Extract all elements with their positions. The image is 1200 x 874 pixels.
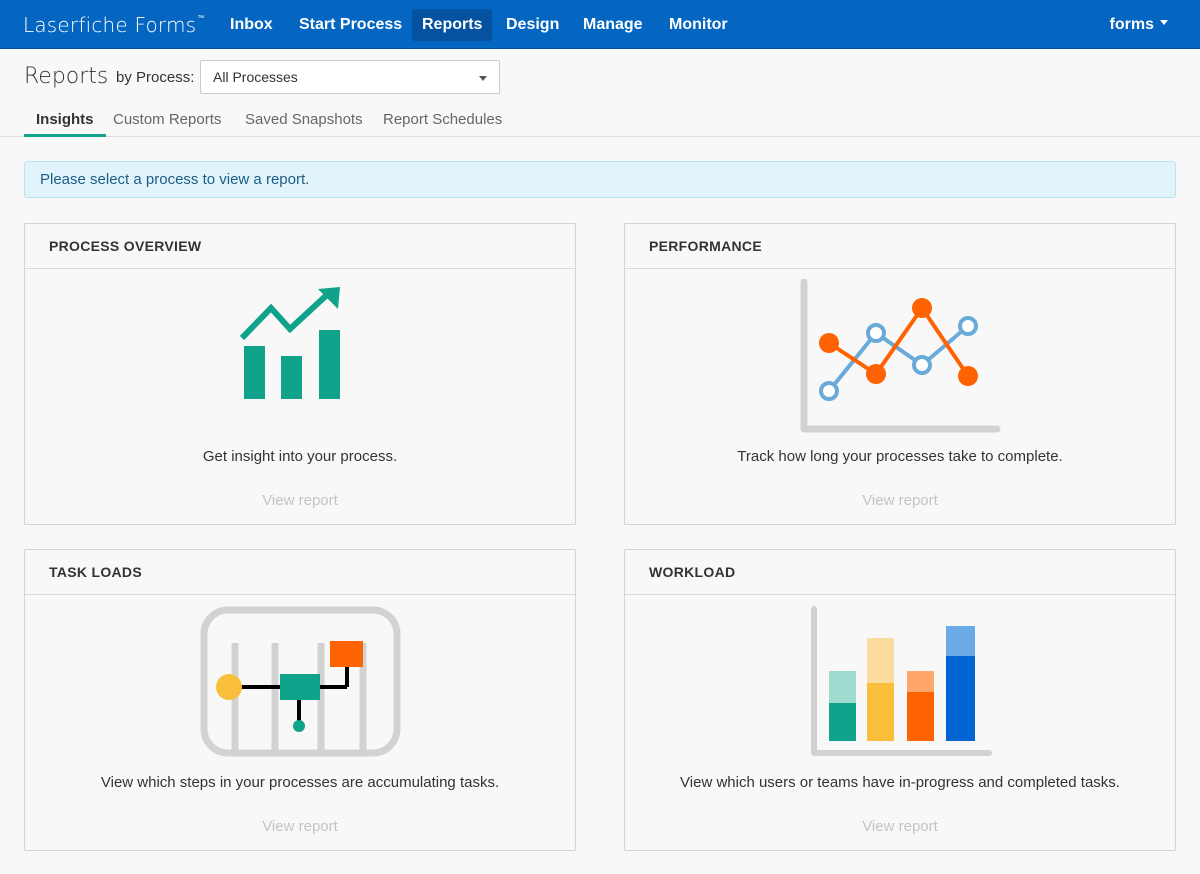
app-logo[interactable]: Laserfiche Forms™ [23, 13, 204, 37]
top-nav-bar: Laserfiche Forms™ Inbox Start Process Re… [0, 0, 1200, 49]
nav-monitor[interactable]: Monitor [669, 16, 728, 33]
tab-report-schedules[interactable]: Report Schedules [383, 111, 503, 128]
card-description: View which users or teams have in-progre… [680, 774, 1120, 791]
nav-design[interactable]: Design [506, 16, 560, 33]
card-illustration [25, 595, 575, 763]
card-task-loads: TASK LOADS View which steps in your proc… [24, 549, 576, 851]
tab-custom-reports[interactable]: Custom Reports [113, 111, 222, 128]
trend-bar-chart-icon [239, 287, 340, 399]
process-select-value: All Processes [213, 69, 298, 85]
nav-inbox[interactable]: Inbox [230, 16, 273, 33]
chevron-down-icon [1160, 20, 1168, 26]
process-filter-label: by Process: [116, 69, 195, 86]
report-tabs: Insights Custom Reports Saved Snapshots … [0, 104, 1200, 137]
view-report-link[interactable]: View report [262, 492, 338, 509]
card-description: Get insight into your process. [202, 448, 398, 465]
card-description: Track how long your processes take to co… [737, 448, 1063, 465]
card-title: PROCESS OVERVIEW [25, 224, 575, 269]
card-illustration [625, 269, 1175, 437]
info-alert: Please select a process to view a report… [24, 161, 1176, 198]
brand-name: Laserfiche Forms [23, 13, 197, 37]
user-name: forms [1109, 16, 1154, 33]
view-report-link[interactable]: View report [862, 818, 938, 835]
process-select[interactable]: All Processes [200, 60, 500, 94]
card-description: View which steps in your processes are a… [100, 774, 500, 791]
chevron-down-icon [479, 76, 487, 81]
tab-insights[interactable]: Insights [24, 108, 106, 137]
tab-saved-snapshots[interactable]: Saved Snapshots [245, 111, 363, 128]
card-title: TASK LOADS [25, 550, 575, 595]
nav-manage[interactable]: Manage [583, 16, 643, 33]
card-process-overview: PROCESS OVERVIEW Get insight into your p… [24, 223, 576, 525]
card-illustration [25, 269, 575, 437]
card-workload: WORKLOAD View which users or teams have … [624, 549, 1176, 851]
card-illustration [625, 595, 1175, 763]
card-title: PERFORMANCE [625, 224, 1175, 269]
view-report-link[interactable]: View report [862, 492, 938, 509]
view-report-link[interactable]: View report [262, 818, 338, 835]
stacked-bar-chart-icon [811, 606, 992, 756]
trademark-mark: ™ [197, 14, 205, 22]
nav-start-process[interactable]: Start Process [299, 16, 403, 33]
card-performance: PERFORMANCE Track how long your processe… [624, 223, 1176, 525]
page-title: Reports [24, 64, 109, 89]
card-title: WORKLOAD [625, 550, 1175, 595]
nav-reports[interactable]: Reports [412, 9, 493, 41]
line-chart-icon [800, 279, 1001, 433]
process-flow-icon [200, 606, 401, 757]
user-menu[interactable]: forms [1110, 9, 1168, 41]
